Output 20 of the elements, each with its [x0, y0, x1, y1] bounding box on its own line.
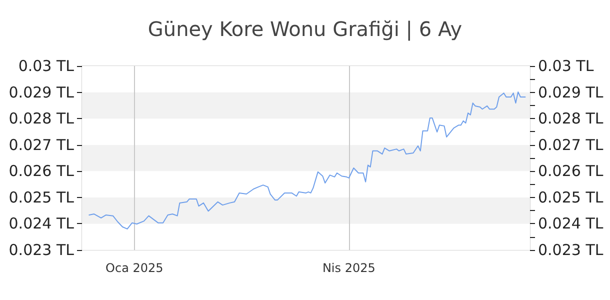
y-tick-label: 0.03 TL	[18, 57, 75, 75]
y2-tick-label: 0.026 TL	[538, 162, 604, 180]
x-tick-label: Nis 2025	[322, 261, 376, 275]
y-tick-label: 0.023 TL	[8, 241, 75, 259]
y-tick-label: 0.024 TL	[8, 214, 75, 233]
y-tick-label: 0.029 TL	[8, 83, 75, 102]
chart-title: Güney Kore Wonu Grafiği | 6 Ay	[148, 17, 462, 41]
y2-tick-label: 0.024 TL	[538, 214, 604, 233]
y2-tick-label: 0.025 TL	[538, 188, 604, 206]
y2-tick-label: 0.027 TL	[538, 136, 604, 154]
y-tick-label: 0.026 TL	[8, 162, 75, 180]
line-series	[88, 92, 526, 230]
y-tick-label: 0.028 TL	[8, 110, 75, 128]
y2-tick-label: 0.023 TL	[538, 241, 604, 259]
y-tick-label: 0.027 TL	[8, 136, 75, 154]
y-tick-label: 0.025 TL	[8, 188, 75, 206]
y2-tick-label: 0.028 TL	[538, 110, 604, 128]
y2-tick-label: 0.03 TL	[538, 57, 594, 75]
y2-tick-label: 0.029 TL	[538, 83, 604, 102]
x-tick-label: Oca 2025	[106, 261, 164, 275]
